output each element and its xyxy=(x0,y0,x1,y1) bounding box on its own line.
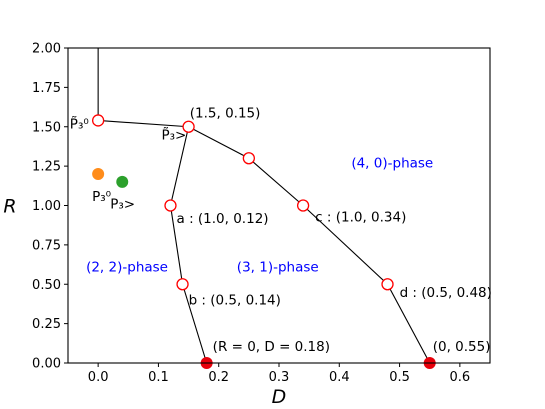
x-axis-label: D xyxy=(272,386,287,408)
x-tick-label: 0.0 xyxy=(88,370,109,385)
filled-marker xyxy=(92,168,105,180)
plot-points xyxy=(91,114,436,369)
y-tick-label: 2.00 xyxy=(32,42,61,57)
y-tick-label: 1.00 xyxy=(32,199,61,214)
y-tick-label: 1.75 xyxy=(32,81,61,96)
point-annotation: (1.5, 0.15) xyxy=(190,105,261,121)
boundary-line xyxy=(98,119,189,128)
point-annotation: d : (0.5, 0.48) xyxy=(400,285,492,301)
open-marker xyxy=(91,114,105,127)
point-annotation: P₃> xyxy=(110,197,135,213)
point-annotation: b : (0.5, 0.14) xyxy=(189,293,281,309)
point-annotation: P̃₃> xyxy=(161,127,186,143)
open-marker xyxy=(164,199,177,212)
y-tick-label: 0.75 xyxy=(32,238,61,253)
point-annotation: (0, 0.55) xyxy=(433,339,491,355)
point-annotation: c : (1.0, 0.34) xyxy=(315,209,406,225)
open-marker xyxy=(182,120,195,133)
boundary-line xyxy=(169,126,208,364)
x-tick-label: 0.2 xyxy=(208,370,229,385)
plot-annotations: (1.5, 0.15) a : (1.0, 0.12) c : (1.0, 0.34… xyxy=(70,105,492,355)
plot-lines xyxy=(97,48,431,364)
y-tick-label: 1.50 xyxy=(32,120,61,135)
point-annotation: P₃⁰ xyxy=(92,189,111,205)
point-annotation: a : (1.0, 0.12) xyxy=(177,211,269,227)
x-tick-label: 0.1 xyxy=(148,370,169,385)
open-marker xyxy=(296,199,310,212)
open-marker xyxy=(381,278,394,291)
y-axis-label: R xyxy=(3,196,16,218)
y-tick-label: 0.50 xyxy=(32,278,61,293)
y-tick-label: 1.25 xyxy=(32,160,61,175)
phase-label: (4, 0)-phase xyxy=(351,156,433,172)
point-annotation: (R = 0, D = 0.18) xyxy=(213,339,330,355)
open-marker xyxy=(242,152,256,165)
x-tick-label: 0.5 xyxy=(389,370,410,385)
phase-label: (3, 1)-phase xyxy=(237,260,319,276)
x-tick-label: 0.3 xyxy=(269,370,290,385)
x-tick-label: 0.6 xyxy=(450,370,471,385)
point-annotation: P̃₃⁰ xyxy=(70,116,89,132)
y-axis: 0.00 0.25 0.50 0.75 1.00 1.25 1.50 1.75 2.00 xyxy=(32,42,68,372)
y-tick-label: 0.25 xyxy=(32,317,61,332)
open-marker xyxy=(176,278,189,291)
x-axis: 0.0 0.1 0.2 0.3 0.4 0.5 0.6 xyxy=(88,363,470,385)
phase-label: (2, 2)-phase xyxy=(86,260,168,276)
filled-marker xyxy=(116,175,129,188)
y-tick-label: 0.00 xyxy=(32,357,61,372)
x-tick-label: 0.4 xyxy=(329,370,350,385)
